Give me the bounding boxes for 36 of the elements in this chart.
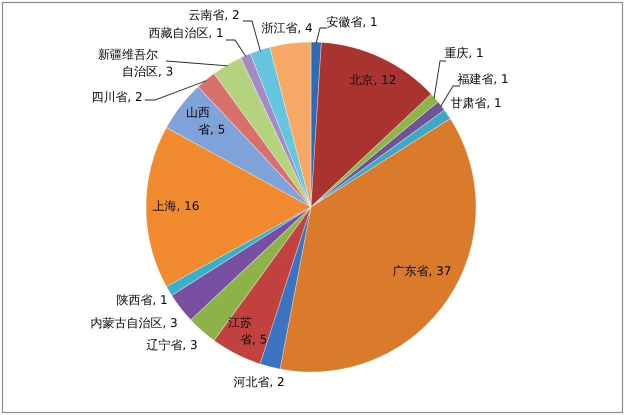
slice-label: 辽宁省 xyxy=(146,338,182,352)
data-label: , 4 xyxy=(297,21,313,35)
data-label: , 1 xyxy=(468,46,484,60)
slice-label: 福建省 xyxy=(457,72,494,86)
data-label: , 2 xyxy=(269,375,285,389)
slice-label: 江苏省 xyxy=(228,316,252,346)
data-label: , 3 xyxy=(158,64,174,78)
slice-label: 陕西省 xyxy=(116,293,152,307)
slice-label: 北京 xyxy=(350,73,374,87)
slice-label: 甘肃省 xyxy=(450,96,486,110)
data-label: , 3 xyxy=(162,316,178,330)
slice-label: 云南省 xyxy=(188,8,224,22)
slice-label: 西藏自治区 xyxy=(148,26,208,40)
slice-label: 四川省 xyxy=(91,90,128,104)
data-label: , 3 xyxy=(182,338,198,352)
slice-label: 浙江省 xyxy=(261,21,298,35)
data-label: , 37 xyxy=(428,264,452,278)
slice-label: 山西省 xyxy=(186,106,210,136)
slice-label: 河北省 xyxy=(233,375,270,389)
slice-label: 内蒙古自治区 xyxy=(90,316,162,330)
data-label: , 2 xyxy=(127,90,143,104)
data-label: , 1 xyxy=(208,26,224,40)
slice-label: 上海 xyxy=(152,199,177,213)
data-label: , 1 xyxy=(486,96,502,110)
data-label: , 1 xyxy=(493,72,509,86)
slice-label: 新疆维吾尔自治区 xyxy=(98,48,158,78)
data-label: , 1 xyxy=(152,293,168,307)
slice-label: 重庆 xyxy=(444,46,468,60)
data-label: , 1 xyxy=(362,15,378,29)
slice-label: 广东省 xyxy=(392,264,429,278)
slice-label: 安徽省 xyxy=(326,15,362,29)
data-label: , 5 xyxy=(210,122,226,136)
data-label: , 16 xyxy=(176,199,200,213)
data-label: , 2 xyxy=(224,8,240,22)
data-label: , 12 xyxy=(374,73,396,87)
data-label: , 5 xyxy=(252,332,268,346)
